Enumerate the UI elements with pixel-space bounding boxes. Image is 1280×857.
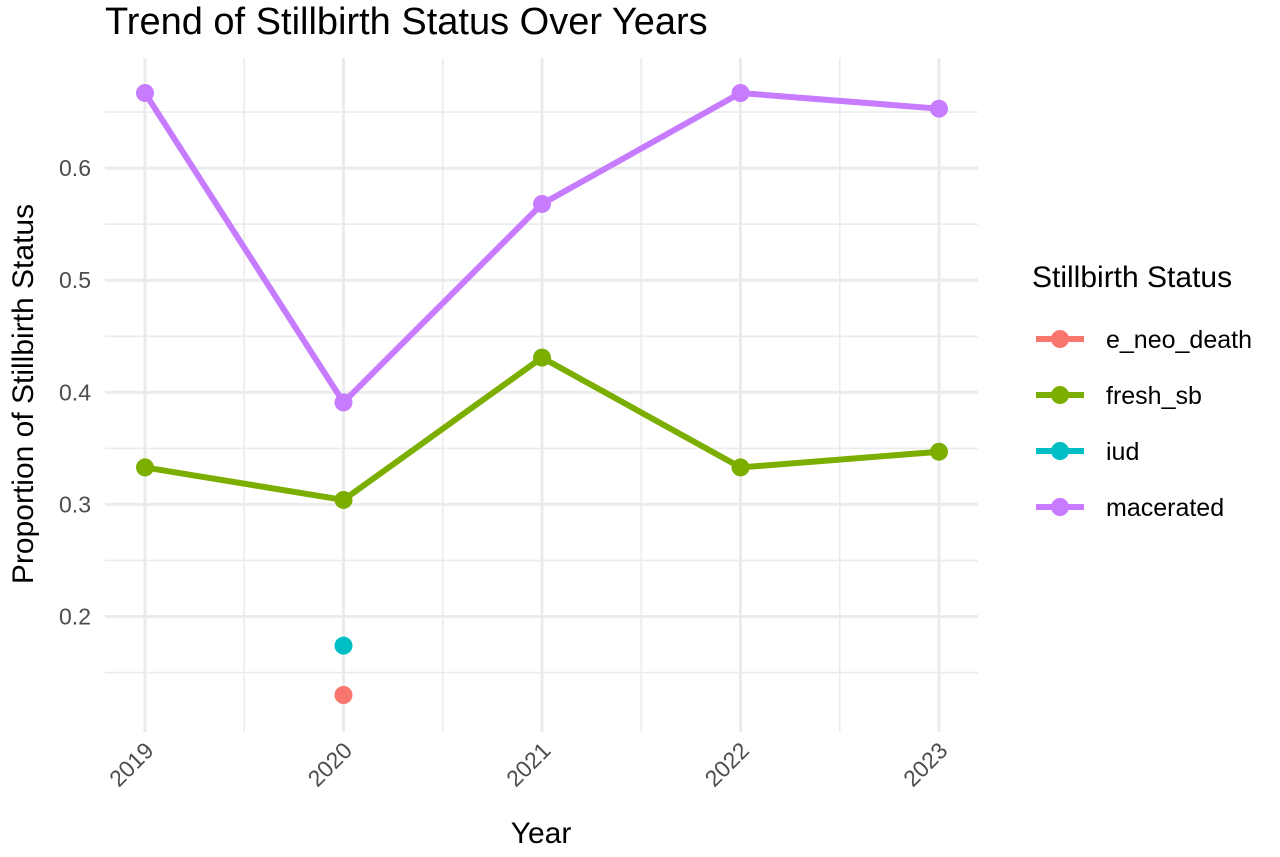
series-fresh_sb xyxy=(136,348,948,509)
y-tick-label: 0.6 xyxy=(59,155,91,181)
series-iud xyxy=(334,636,353,655)
x-tick-label: 2020 xyxy=(302,737,357,792)
y-tick-label: 0.3 xyxy=(59,491,91,517)
legend-label: iud xyxy=(1106,438,1139,466)
legend-label: e_neo_death xyxy=(1106,326,1252,354)
legend: Stillbirth Status e_neo_death fresh_sbiud… xyxy=(1032,261,1252,522)
grid xyxy=(105,58,978,732)
data-point-fresh_sb xyxy=(930,442,948,461)
legend-item: e_neo_death xyxy=(1036,326,1252,354)
legend-key-point xyxy=(1051,330,1069,348)
y-tick-label: 0.5 xyxy=(59,267,91,293)
chart-title: Trend of Stillbirth Status Over Years xyxy=(105,1,708,43)
legend-title: Stillbirth Status xyxy=(1032,261,1232,294)
x-tick-label: 2019 xyxy=(104,737,159,792)
legend-key-point xyxy=(1051,442,1069,460)
legend-item: iud xyxy=(1036,438,1139,466)
y-axis-ticks: 0.2 0.3 0.4 0.5 0.6 xyxy=(59,155,91,629)
x-tick-label: 2023 xyxy=(898,737,953,792)
legend-label: fresh_sb xyxy=(1106,382,1202,410)
x-tick-label: 2021 xyxy=(501,737,556,792)
data-point-fresh_sb xyxy=(731,458,750,477)
y-tick-label: 0.2 xyxy=(59,604,91,630)
data-point-iud xyxy=(334,636,353,655)
plot-series xyxy=(136,84,948,704)
x-tick-label: 2022 xyxy=(699,737,754,792)
x-axis-ticks: 2019 2020 2021 2022 2023 xyxy=(104,737,953,792)
data-point-macerated xyxy=(136,84,154,102)
series-e_neo_death xyxy=(334,686,353,704)
legend-item: fresh_sb xyxy=(1036,382,1202,410)
data-point-fresh_sb xyxy=(334,490,353,509)
y-axis-title: Proportion of Stillbirth Status xyxy=(7,204,40,584)
data-point-fresh_sb xyxy=(136,458,154,477)
data-point-macerated xyxy=(533,194,551,213)
series-macerated xyxy=(136,84,948,412)
data-point-macerated xyxy=(930,99,948,118)
data-point-fresh_sb xyxy=(533,348,551,367)
legend-label: macerated xyxy=(1106,494,1224,522)
x-axis-title: Year xyxy=(511,817,572,850)
legend-key-point xyxy=(1051,498,1069,516)
y-tick-label: 0.4 xyxy=(59,379,91,405)
data-point-e_neo_death xyxy=(334,686,353,704)
data-point-macerated xyxy=(334,393,353,412)
legend-item: macerated xyxy=(1036,494,1224,522)
legend-key-point xyxy=(1051,386,1069,404)
data-point-macerated xyxy=(731,84,750,102)
